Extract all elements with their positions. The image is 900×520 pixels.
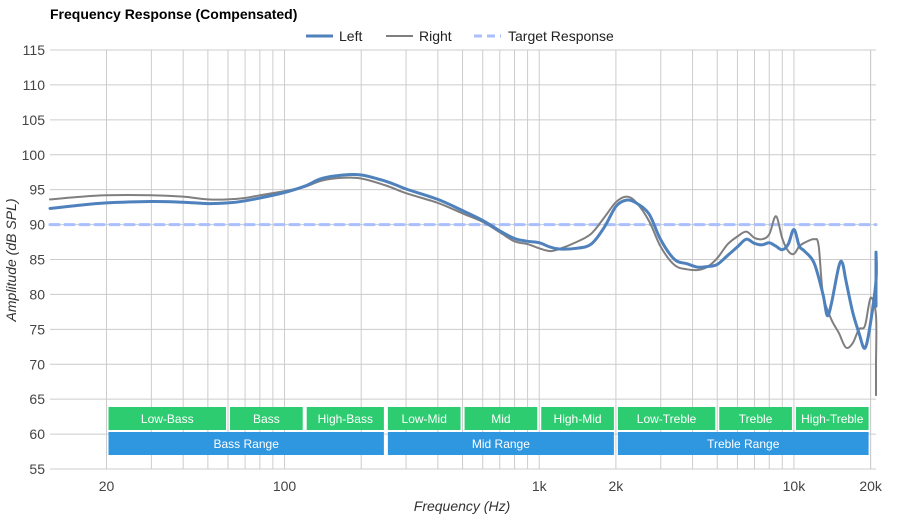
band-treble-range — [617, 432, 869, 455]
x-tick-label-20: 20 — [99, 478, 115, 494]
legend-label-left: Left — [339, 28, 362, 44]
band-label-high-treble: High-Treble — [801, 412, 864, 426]
grid — [50, 49, 876, 470]
frequency-bands: Low-Bass Bass High-Bass Low-Mid Mid High-Mid L… — [108, 407, 869, 455]
legend-label-target: Target Response — [508, 28, 614, 44]
band-label-low-mid: Low-Mid — [402, 412, 447, 426]
y-tick-label-95: 95 — [29, 182, 45, 198]
y-tick-label-85: 85 — [29, 252, 45, 268]
band-mid-range — [387, 432, 614, 455]
band-bass — [230, 407, 303, 430]
x-tick-label-20k: 20k — [859, 478, 883, 494]
x-tick-label-2k: 2k — [609, 478, 625, 494]
band-high-bass — [306, 407, 384, 430]
band-label-treble: Treble — [739, 412, 773, 426]
y-tick-label-55: 55 — [29, 461, 45, 477]
y-tick-label-60: 60 — [29, 426, 45, 442]
y-tick-label-80: 80 — [29, 286, 45, 302]
x-tick-label-100: 100 — [273, 478, 297, 494]
x-tick-label-10k: 10k — [783, 478, 807, 494]
band-label-low-bass: Low-Bass — [141, 412, 194, 426]
band-label-treble-range: Treble Range — [707, 437, 780, 451]
band-label-bass: Bass — [253, 412, 280, 426]
chart-title: Frequency Response (Compensated) — [50, 6, 297, 22]
series-line-right — [49, 176, 878, 397]
x-axis-label: Frequency (Hz) — [414, 498, 510, 514]
legend-item-target[interactable]: Target Response — [474, 28, 614, 44]
y-tick-label-90: 90 — [29, 217, 45, 233]
band-high-treble — [795, 407, 869, 430]
band-label-mid: Mid — [491, 412, 510, 426]
y-tick-label-65: 65 — [29, 391, 45, 407]
band-low-treble — [617, 407, 716, 430]
band-mid — [464, 407, 538, 430]
band-bass-range — [108, 432, 384, 455]
band-high-mid — [541, 407, 614, 430]
band-label-bass-range: Bass Range — [214, 437, 280, 451]
legend: Left Right Target Response — [306, 28, 614, 44]
y-axis-label: Amplitude (dB SPL) — [3, 199, 19, 323]
series-line-left — [48, 172, 878, 350]
y-tick-label-70: 70 — [29, 356, 45, 372]
y-tick-label-100: 100 — [22, 147, 46, 163]
legend-label-right: Right — [419, 28, 452, 44]
y-tick-label-110: 110 — [23, 77, 46, 93]
band-label-high-bass: High-Bass — [318, 412, 373, 426]
y-tick-label-115: 115 — [23, 42, 46, 58]
y-tick-label-105: 105 — [22, 112, 46, 128]
band-label-high-mid: High-Mid — [554, 412, 602, 426]
legend-item-left[interactable]: Left — [306, 28, 362, 44]
x-tick-label-1k: 1k — [532, 478, 548, 494]
axes: 55 60 65 70 75 80 85 90 95 100 105 110 115 20 100 1k 2k 1… — [22, 42, 883, 494]
band-low-bass — [108, 407, 227, 430]
band-treble — [719, 407, 792, 430]
series-lines — [48, 172, 878, 397]
band-label-low-treble: Low-Treble — [637, 412, 697, 426]
y-tick-label-75: 75 — [29, 321, 45, 337]
band-label-mid-range: Mid Range — [472, 437, 530, 451]
legend-item-right[interactable]: Right — [386, 28, 452, 44]
band-low-mid — [387, 407, 461, 430]
